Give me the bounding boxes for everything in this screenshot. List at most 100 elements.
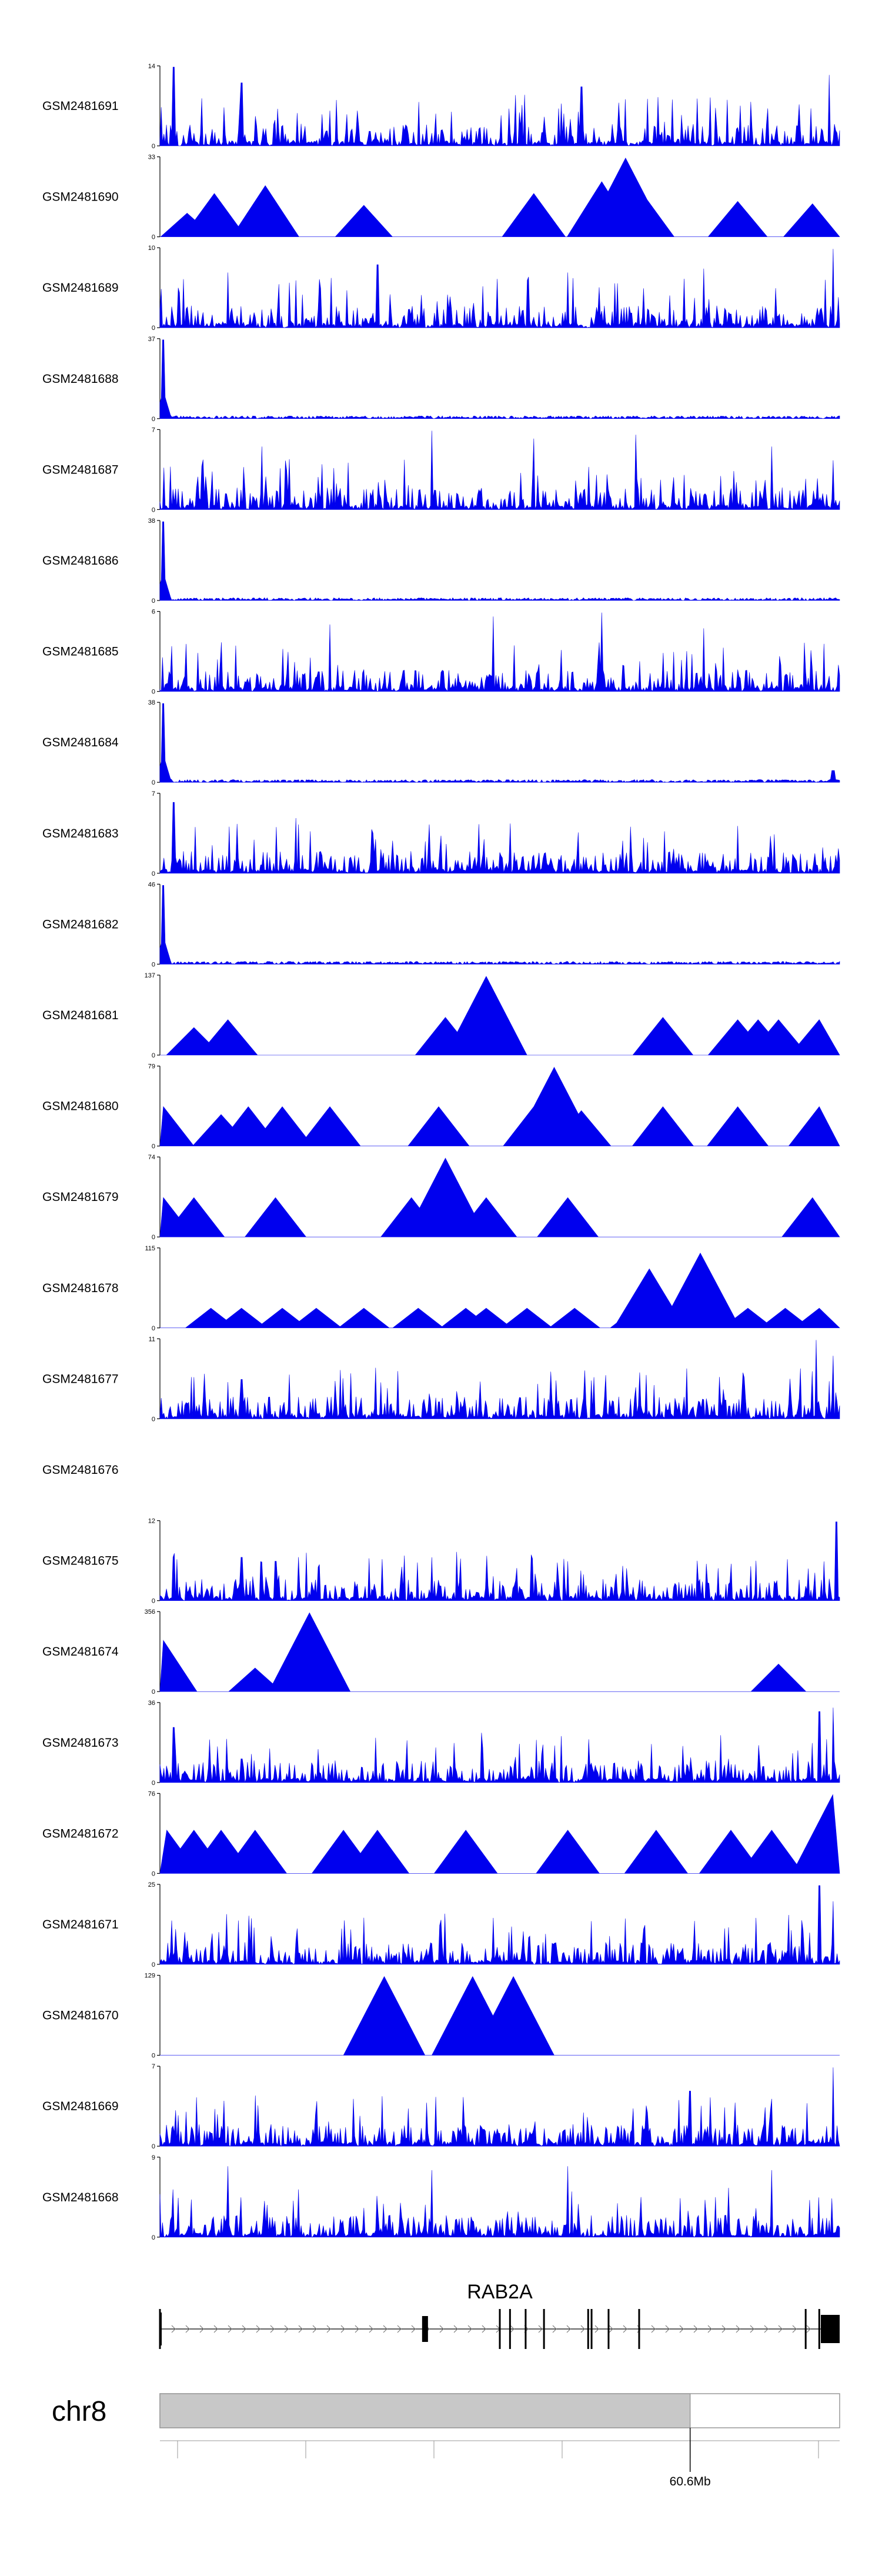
- y-min-label: 0: [152, 1961, 155, 1968]
- track-label: GSM2481678: [42, 1282, 119, 1295]
- strand-arrow: [284, 2325, 289, 2333]
- track-label: GSM2481682: [42, 917, 119, 931]
- coverage-area: [159, 1157, 840, 1237]
- exon: [818, 2309, 820, 2349]
- strand-arrow: [679, 2325, 684, 2333]
- track-GSM2481674: GSM2481674 356 0: [42, 1609, 840, 1696]
- position-label: 60.6Mb: [670, 2475, 711, 2488]
- track-label: GSM2481687: [42, 463, 119, 476]
- y-min-label: 0: [152, 506, 155, 513]
- track-GSM2481689: GSM2481689 10 0: [42, 245, 840, 332]
- track-GSM2481690: GSM2481690 33 0: [42, 154, 840, 241]
- strand-arrow: [707, 2325, 712, 2333]
- y-max-label: 33: [148, 154, 155, 161]
- coverage-area: [159, 249, 840, 328]
- track-label: GSM2481677: [42, 1372, 119, 1386]
- y-max-label: 46: [148, 881, 155, 888]
- track-label: GSM2481676: [42, 1463, 119, 1477]
- track-GSM2481671: GSM2481671 25 0: [42, 1881, 840, 1968]
- strand-arrow: [199, 2325, 204, 2333]
- track-GSM2481691: GSM2481691 14 0: [42, 63, 840, 150]
- y-min-label: 0: [152, 1416, 155, 1423]
- y-min-label: 0: [152, 143, 155, 150]
- strand-arrow: [298, 2325, 303, 2333]
- y-max-label: 38: [148, 699, 155, 706]
- coverage-area: [159, 1066, 840, 1146]
- track-GSM2481687: GSM2481687 7 0: [42, 426, 840, 513]
- strand-arrow: [538, 2325, 543, 2333]
- strand-arrow: [439, 2325, 444, 2333]
- coverage-area: [160, 1252, 840, 1329]
- y-max-label: 79: [148, 1063, 155, 1070]
- exon: [509, 2309, 511, 2349]
- y-max-label: 12: [148, 1518, 155, 1525]
- strand-arrow: [242, 2325, 246, 2333]
- y-max-label: 76: [148, 1790, 155, 1797]
- gene-name: RAB2A: [467, 2281, 533, 2303]
- y-max-label: 6: [152, 609, 155, 616]
- chromosome-label: chr8: [52, 2396, 106, 2427]
- track-GSM2481679: GSM2481679 74 0: [42, 1154, 840, 1241]
- track-GSM2481682: GSM2481682 46 0: [42, 881, 840, 968]
- strand-arrow: [778, 2325, 783, 2333]
- ideogram-track: chr8 60.6Mb: [52, 2393, 840, 2488]
- y-min-label: 0: [152, 961, 155, 968]
- track-GSM2481683: GSM2481683 7 0: [42, 790, 840, 877]
- track-label: GSM2481673: [42, 1736, 119, 1750]
- exon: [543, 2309, 545, 2349]
- strand-arrow: [270, 2325, 275, 2333]
- y-min-label: 0: [152, 416, 155, 423]
- y-max-label: 14: [148, 63, 155, 70]
- track-label: GSM2481691: [42, 99, 119, 113]
- track-label: GSM2481680: [42, 1100, 119, 1113]
- track-GSM2481677: GSM2481677 11 0: [42, 1336, 840, 1423]
- y-min-label: 0: [152, 2053, 155, 2060]
- track-GSM2481670: GSM2481670 129 0: [42, 1973, 840, 2060]
- strand-arrow: [411, 2325, 416, 2333]
- strand-arrow: [552, 2325, 557, 2333]
- track-GSM2481685: GSM2481685 6 0: [42, 609, 840, 696]
- track-GSM2481678: GSM2481678 115 0: [42, 1245, 840, 1332]
- track-label: GSM2481672: [42, 1827, 119, 1840]
- y-min-label: 0: [152, 1780, 155, 1787]
- coverage-area: [159, 802, 840, 874]
- y-min-label: 0: [152, 1052, 155, 1059]
- coverage-area: [159, 521, 840, 601]
- exon-first: [159, 2313, 162, 2345]
- track-GSM2481676: GSM2481676: [42, 1463, 119, 1477]
- strand-arrow: [397, 2325, 402, 2333]
- track-label: GSM2481684: [42, 736, 119, 749]
- y-max-label: 37: [148, 336, 155, 343]
- y-min-label: 0: [152, 2234, 155, 2241]
- y-max-label: 74: [148, 1154, 155, 1161]
- y-max-label: 9: [152, 2154, 155, 2161]
- track-label: GSM2481674: [42, 1645, 119, 1659]
- track-GSM2481686: GSM2481686 38 0: [42, 518, 840, 605]
- y-min-label: 0: [152, 1325, 155, 1332]
- track-GSM2481673: GSM2481673 36 0: [42, 1700, 840, 1787]
- strand-arrow: [185, 2325, 190, 2333]
- y-min-label: 0: [152, 1598, 155, 1605]
- y-min-label: 0: [152, 2143, 155, 2150]
- y-min-label: 0: [152, 689, 155, 696]
- coverage-area: [160, 1976, 840, 2056]
- track-label: GSM2481688: [42, 372, 119, 386]
- coverage-area: [159, 431, 840, 510]
- strand-arrow: [213, 2325, 218, 2333]
- y-max-label: 36: [148, 1700, 155, 1707]
- y-min-label: 0: [152, 598, 155, 605]
- track-GSM2481668: GSM2481668 9 0: [42, 2154, 840, 2241]
- coverage-area: [159, 66, 840, 146]
- y-max-label: 7: [152, 2063, 155, 2070]
- coverage-area: [159, 1885, 840, 1965]
- exon-terminal: [821, 2315, 840, 2343]
- exon: [638, 2309, 640, 2349]
- y-max-label: 11: [149, 1336, 155, 1343]
- y-min-label: 0: [152, 1143, 155, 1150]
- strand-arrow: [355, 2325, 359, 2333]
- exon: [524, 2309, 527, 2349]
- exon: [587, 2309, 589, 2349]
- y-max-label: 137: [145, 972, 155, 979]
- track-label: GSM2481686: [42, 554, 119, 568]
